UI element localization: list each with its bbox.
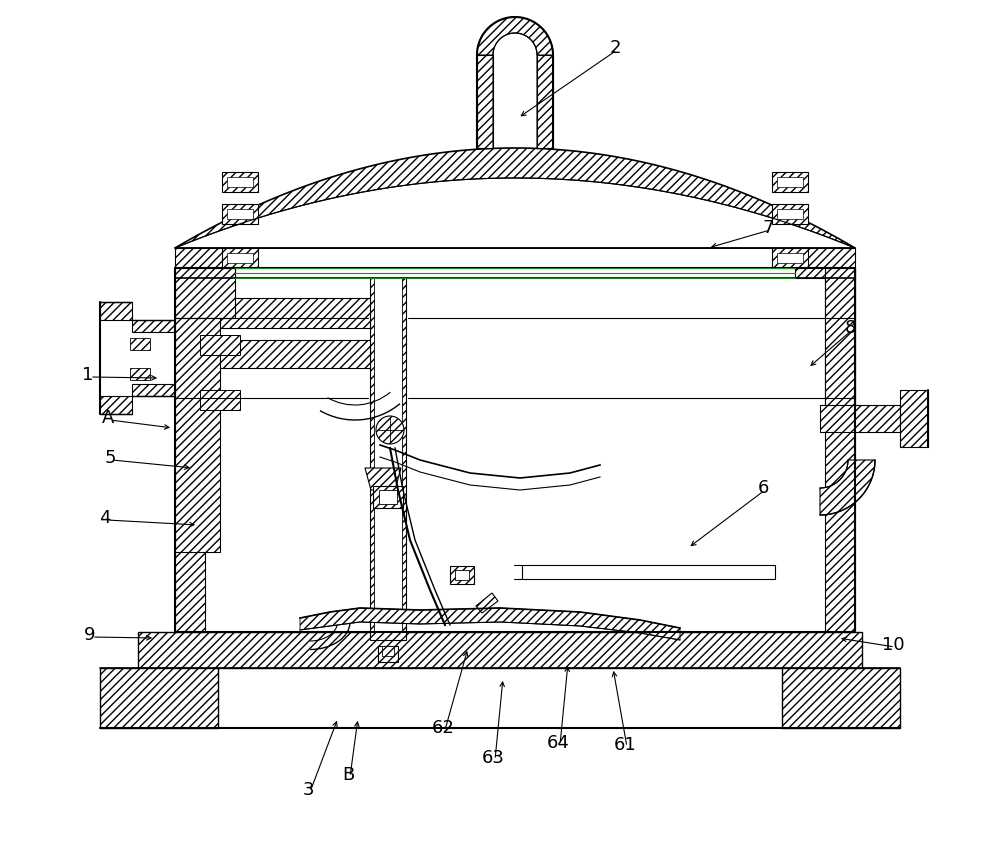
Text: 63: 63 bbox=[482, 749, 504, 767]
Bar bbox=[378, 646, 398, 662]
Polygon shape bbox=[537, 55, 553, 148]
Polygon shape bbox=[132, 384, 175, 396]
Polygon shape bbox=[175, 178, 855, 248]
Polygon shape bbox=[365, 468, 401, 490]
Bar bbox=[374, 278, 402, 632]
Text: 62: 62 bbox=[432, 719, 454, 737]
Polygon shape bbox=[100, 396, 132, 414]
Bar bbox=[522, 565, 775, 579]
Polygon shape bbox=[900, 390, 928, 447]
Polygon shape bbox=[195, 340, 370, 368]
Bar bbox=[227, 253, 253, 263]
Polygon shape bbox=[175, 268, 205, 632]
Bar bbox=[130, 368, 150, 380]
Text: 7: 7 bbox=[762, 219, 774, 237]
Polygon shape bbox=[477, 17, 553, 55]
Polygon shape bbox=[175, 268, 235, 318]
Bar bbox=[373, 486, 403, 508]
Bar bbox=[450, 566, 474, 584]
Bar bbox=[130, 338, 150, 350]
Text: 3: 3 bbox=[302, 781, 314, 799]
Polygon shape bbox=[100, 668, 218, 728]
Text: 61: 61 bbox=[614, 736, 636, 754]
Polygon shape bbox=[476, 593, 498, 613]
Text: 8: 8 bbox=[844, 319, 856, 337]
Polygon shape bbox=[477, 55, 493, 148]
Polygon shape bbox=[200, 335, 240, 355]
Polygon shape bbox=[132, 320, 175, 332]
Bar bbox=[222, 204, 258, 224]
Polygon shape bbox=[195, 298, 370, 328]
Bar bbox=[227, 177, 253, 187]
Bar bbox=[772, 204, 808, 224]
Polygon shape bbox=[175, 318, 220, 552]
Polygon shape bbox=[300, 608, 680, 640]
Circle shape bbox=[376, 416, 404, 444]
Polygon shape bbox=[100, 302, 132, 320]
Bar bbox=[382, 646, 394, 656]
Polygon shape bbox=[782, 668, 900, 728]
Text: A: A bbox=[102, 409, 114, 427]
Bar bbox=[772, 248, 808, 268]
Polygon shape bbox=[138, 632, 862, 668]
Bar bbox=[772, 172, 808, 192]
Polygon shape bbox=[795, 248, 855, 278]
Bar bbox=[455, 570, 469, 580]
Polygon shape bbox=[825, 268, 855, 430]
Polygon shape bbox=[370, 278, 406, 640]
Polygon shape bbox=[820, 460, 875, 515]
Text: 4: 4 bbox=[99, 509, 111, 527]
Text: 5: 5 bbox=[104, 449, 116, 467]
Text: B: B bbox=[342, 766, 354, 784]
Text: 10: 10 bbox=[882, 636, 904, 654]
Text: 9: 9 bbox=[84, 626, 96, 644]
Text: 1: 1 bbox=[82, 366, 94, 384]
Text: 2: 2 bbox=[609, 39, 621, 57]
Polygon shape bbox=[175, 148, 855, 248]
Bar bbox=[777, 253, 803, 263]
Bar bbox=[379, 490, 397, 504]
Bar bbox=[777, 209, 803, 219]
Bar bbox=[777, 177, 803, 187]
Polygon shape bbox=[200, 390, 240, 410]
Polygon shape bbox=[820, 405, 900, 432]
Text: 64: 64 bbox=[547, 734, 569, 752]
Polygon shape bbox=[175, 248, 235, 278]
Bar bbox=[222, 248, 258, 268]
Bar bbox=[227, 209, 253, 219]
Bar bbox=[222, 172, 258, 192]
Text: 6: 6 bbox=[757, 479, 769, 497]
Polygon shape bbox=[825, 268, 855, 632]
